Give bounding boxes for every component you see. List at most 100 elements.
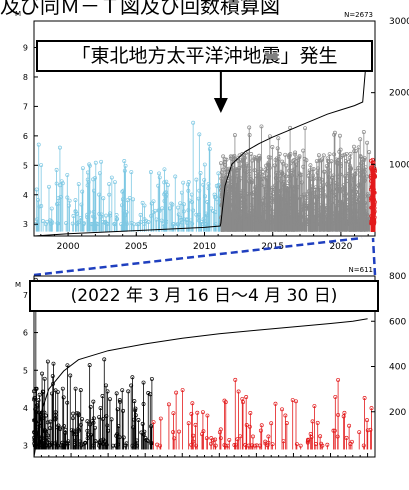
y-tick-label-top: 9 (23, 44, 28, 53)
event-stem-pre2011-marker (70, 221, 75, 226)
event-stem-pre2011-marker (112, 180, 117, 185)
event-stem-post2011-marker (286, 200, 290, 205)
event-stem-post2011-marker (275, 146, 280, 151)
event-stem-post2011-marker (279, 169, 283, 174)
event-stem-pre2011-marker (190, 221, 195, 226)
event-stem-early-marker (134, 438, 139, 443)
x-tick-label-top: 2010 (193, 242, 216, 252)
event-stem-pre2011-marker (199, 220, 204, 224)
event-stem-post2011-marker (257, 156, 262, 161)
event-stem-later-marker (232, 443, 237, 447)
event-stem-early-marker (68, 373, 73, 378)
event-stem-post2011-marker (247, 166, 252, 171)
event-stem-post2011-marker (301, 192, 306, 197)
event-stem-later-marker (283, 413, 288, 418)
event-stem-pre2011-marker (187, 198, 192, 203)
event-stem-later-marker (236, 389, 241, 394)
event-stem-post2011-marker (290, 168, 295, 173)
event-stem-post2011-marker (343, 159, 348, 164)
event-stem-later-marker (325, 442, 330, 447)
event-stem-early-marker (40, 416, 45, 421)
event-stem-pre2011-marker (186, 182, 190, 187)
event-stem-post2011-marker (264, 163, 269, 168)
event-stem-post2011-marker (224, 166, 229, 171)
event-stem-later-marker (171, 411, 176, 416)
event-stem-post2011-marker (295, 218, 299, 223)
event-stem-post2011-marker (256, 170, 260, 174)
event-stem-early-marker (70, 416, 75, 421)
event-stem-pre2011-marker (78, 216, 83, 220)
event-stem-post2011-marker (294, 162, 299, 167)
event-stem-post2011-marker (341, 214, 346, 219)
y-axis-label-top: M (15, 10, 21, 18)
event-stem-post2011-marker (329, 200, 334, 205)
event-stem-post2011-marker (276, 202, 281, 207)
event-stem-pre2011-marker (48, 222, 53, 226)
event-stem-post2011-marker (348, 166, 353, 171)
event-stem-post2011-marker (283, 201, 288, 206)
event-stem-later-marker (349, 439, 354, 444)
event-stem-later-marker (171, 430, 176, 435)
event-stem-pre2011-marker (146, 219, 151, 224)
event-stem-post2011-marker (330, 190, 335, 195)
event-stem-later-marker (254, 443, 259, 448)
event-stem-recent-marker (371, 170, 376, 175)
event-stem-later-marker (248, 411, 253, 415)
event-stem-post2011-marker (359, 186, 364, 191)
event-stem-pre2011-marker (151, 199, 156, 204)
event-stem-post2011-marker (250, 158, 255, 163)
event-stem-post2011-marker (308, 163, 313, 168)
event-stem-post2011-marker (359, 194, 363, 199)
event-stem-early-marker (103, 439, 108, 444)
event-stem-post2011-marker (287, 154, 292, 158)
event-stem-pre2011-marker (148, 170, 153, 175)
event-stem-later-marker (342, 410, 347, 415)
event-stem-pre2011-marker (156, 208, 161, 213)
event-stem-post2011-marker (286, 187, 290, 192)
event-stem-post2011-marker (310, 213, 315, 218)
event-stem-recent-marker (369, 184, 374, 189)
event-stem-post2011-marker (272, 163, 277, 168)
event-stem-early-marker (140, 421, 145, 426)
event-stem-early-marker (91, 399, 96, 404)
event-stem-post2011-marker (250, 178, 254, 183)
event-stem-early-marker (76, 413, 81, 418)
event-stem-later-marker (247, 424, 252, 429)
event-stem-pre2011-marker (39, 163, 44, 168)
event-stem-pre2011-marker (99, 159, 104, 164)
event-stem-pre2011-marker (80, 189, 85, 194)
event-stem-later-marker (251, 434, 255, 439)
event-stem-post2011-marker (360, 211, 365, 216)
event-stem-later-marker (172, 436, 177, 441)
event-stem-early-marker (88, 404, 93, 409)
event-stem-early-marker (126, 389, 131, 394)
event-stem-pre2011-marker (202, 177, 207, 182)
event-stem-pre2011-marker (198, 171, 203, 175)
event-stem-early-marker (61, 395, 66, 400)
event-stem-pre2011-marker (206, 182, 211, 186)
y-tick-label-top: 6 (23, 132, 28, 141)
event-stem-early-marker (149, 424, 154, 429)
event-stem-later-marker (200, 432, 204, 437)
event-stem-post2011-marker (311, 177, 316, 182)
event-stem-early-marker (141, 402, 146, 406)
event-stem-pre2011-marker (156, 183, 161, 188)
event-stem-later-marker (222, 398, 227, 403)
event-stem-post2011-marker (238, 158, 243, 163)
period-annotation-label: (2022 年 3 月 16 日～4 月 30 日) (29, 280, 379, 312)
y-tick-label-bottom: 7 (23, 291, 28, 300)
event-stem-later-marker (259, 423, 264, 428)
event-stem-later-marker (241, 400, 245, 405)
event-stem-recent-marker (371, 161, 376, 166)
event-stem-pre2011-marker (149, 201, 154, 206)
event-stem-pre2011-marker (107, 182, 112, 186)
event-stem-recent-marker (369, 179, 374, 183)
event-stem-post2011-marker (327, 152, 332, 157)
event-stem-post2011-marker (263, 167, 268, 172)
event-stem-post2011-marker (284, 163, 289, 168)
x-tick-label-top: 2005 (125, 242, 148, 252)
event-stem-post2011-marker (320, 180, 324, 185)
event-stem-post2011-marker (314, 196, 319, 200)
event-stem-early-marker (50, 441, 55, 446)
event-stem-early-marker (73, 386, 78, 391)
